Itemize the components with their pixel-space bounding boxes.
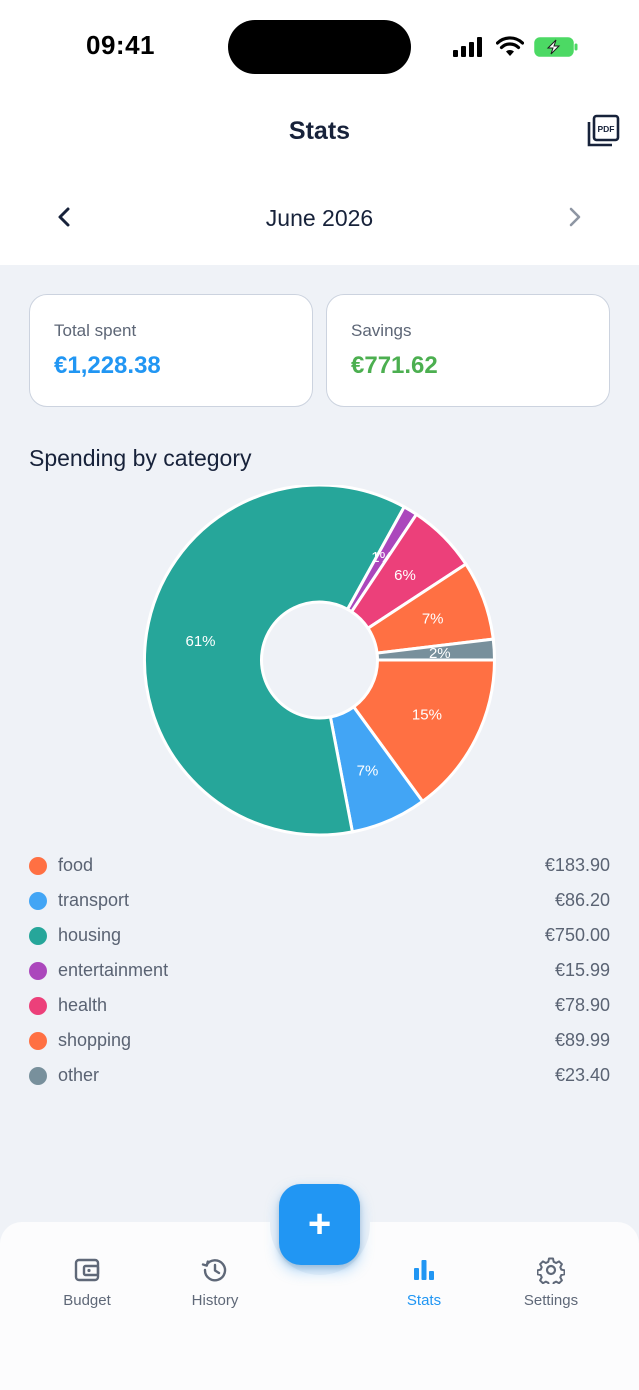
previous-month-button[interactable] [52,203,76,231]
dynamic-island [228,20,411,74]
legend-item-entertainment: entertainment €15.99 [29,953,610,988]
legend-category-name: shopping [58,1030,132,1050]
slice-housing [143,485,407,837]
legend-dot [29,1066,47,1085]
legend-dot [29,856,47,875]
category-legend: food €183.90 transport €86.20 housing €750.00… [29,848,610,1093]
legend-dot [29,1031,47,1050]
legend-item-shopping: shopping €89.99 [29,1023,610,1058]
wifi-icon [496,36,524,56]
slice-other [375,637,497,662]
total-spent-card: Total spent €1,228.38 [29,294,313,407]
pdf-icon-text: PDF [598,124,615,134]
nav-stats[interactable]: Stats [369,1256,479,1309]
status-icons [452,34,580,60]
legend-category-name: entertainment [58,960,169,980]
legend-category-name: transport [58,890,130,910]
nav-budget-label: Budget [63,1292,111,1309]
slice-label-housing: 61% [185,633,215,650]
add-expense-button[interactable]: + [279,1184,360,1265]
history-icon [201,1259,227,1282]
signal-icon [453,37,482,57]
legend-category-name: other [58,1065,100,1085]
savings-value: €771.62 [351,352,438,379]
slice-label-other: 2% [429,645,451,662]
month-selector: June 2026 [0,197,639,237]
nav-history[interactable]: History [160,1256,270,1309]
bar-chart-icon [414,1260,434,1280]
legend-dot [29,891,47,910]
export-pdf-button[interactable]: PDF [586,114,620,148]
page-title: Stats [288,117,351,145]
wallet-icon [74,1258,100,1282]
legend-dot [29,926,47,945]
nav-history-label: History [191,1292,239,1309]
stats-content: Total spent €1,228.38 Savings €771.62 Sp… [0,265,639,1265]
savings-label: Savings [351,321,412,340]
legend-item-housing: housing €750.00 [29,918,610,953]
legend-item-health: health €78.90 [29,988,610,1023]
legend-category-name: food [58,855,94,875]
chevron-left-icon [58,207,70,227]
slice-label-transport: 7% [357,763,379,780]
plus-icon: + [307,1202,332,1246]
total-spent-value: €1,228.38 [54,352,161,379]
slice-label-health: 6% [394,567,416,584]
status-time: 09:41 [86,30,155,60]
slice-food [351,658,497,804]
legend-category-amount: €86.20 [554,890,610,910]
legend-category-name: health [58,995,108,1015]
gear-icon [537,1257,565,1284]
legend-category-name: housing [58,925,122,945]
category-donut-chart: 15%7%61%1%6%7%2% [143,485,497,837]
legend-item-transport: transport €86.20 [29,883,610,918]
legend-item-other: other €23.40 [29,1058,610,1093]
legend-category-amount: €183.90 [544,855,610,875]
legend-category-amount: €78.90 [554,995,610,1015]
month-label: June 2026 [265,205,374,231]
legend-dot [29,961,47,980]
slice-label-shopping: 7% [422,611,444,628]
legend-item-food: food €183.90 [29,848,610,883]
legend-category-amount: €23.40 [554,1065,610,1085]
header: Stats PDF June 2026 [0,92,639,265]
legend-category-amount: €89.99 [554,1030,610,1050]
chevron-right-icon [569,207,581,227]
legend-category-amount: €750.00 [544,925,610,945]
nav-settings-label: Settings [523,1292,579,1309]
total-spent-label: Total spent [54,321,137,340]
savings-card: Savings €771.62 [326,294,610,407]
legend-dot [29,996,47,1015]
pdf-icon: PDF [587,114,620,147]
nav-stats-label: Stats [406,1292,442,1309]
legend-category-amount: €15.99 [554,960,610,980]
slice-label-food: 15% [412,707,442,724]
nav-budget[interactable]: Budget [32,1256,142,1309]
nav-settings[interactable]: Settings [496,1256,606,1309]
next-month-button[interactable] [563,203,587,231]
status-bar: 09:41 [0,0,639,92]
battery-charging-icon [534,37,578,57]
section-title: Spending by category [29,445,252,471]
